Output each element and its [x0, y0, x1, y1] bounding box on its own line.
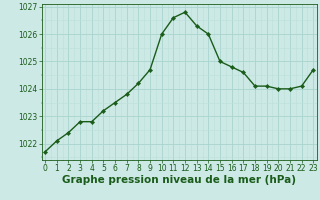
- X-axis label: Graphe pression niveau de la mer (hPa): Graphe pression niveau de la mer (hPa): [62, 175, 296, 185]
